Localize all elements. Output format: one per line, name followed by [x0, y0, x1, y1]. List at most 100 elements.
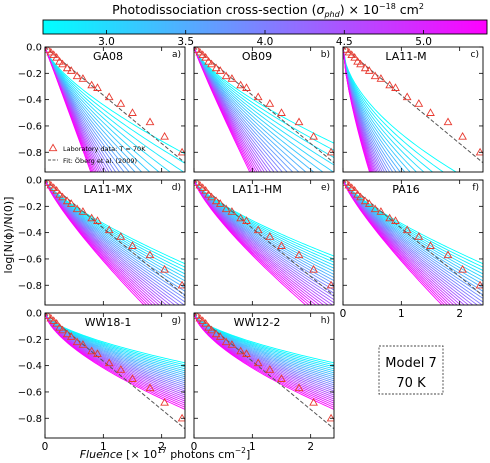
model-curve — [194, 180, 334, 260]
model-curve — [194, 313, 334, 400]
lab-data-point — [78, 74, 88, 82]
lab-data-point — [391, 83, 400, 91]
lab-data-point — [49, 183, 59, 192]
lab-data-point — [46, 47, 56, 56]
lab-data-point — [52, 186, 62, 194]
lab-data-point — [195, 180, 205, 189]
lab-data-point — [194, 47, 202, 53]
model-curve — [45, 313, 185, 400]
x-tick-label: 0 — [42, 441, 49, 453]
lab-data-point — [177, 280, 185, 289]
model-curve — [194, 47, 265, 172]
axes-frame — [44, 312, 186, 439]
lab-data-point — [207, 59, 216, 68]
model-curve — [45, 47, 101, 172]
model-curve — [194, 313, 334, 410]
panel-title: WW12-2 — [234, 316, 281, 329]
panel-tag: g) — [172, 316, 181, 326]
model-curve — [45, 313, 185, 370]
model-curve — [194, 313, 334, 364]
lab-data-point — [160, 264, 169, 273]
model-curve — [45, 47, 160, 172]
model-curve — [45, 180, 185, 289]
lab-data-point — [343, 47, 351, 53]
lab-data-point — [58, 325, 67, 334]
lab-data-point — [426, 241, 435, 249]
lab-data-point — [227, 207, 237, 215]
lab-data-point — [49, 316, 59, 325]
model-curve — [194, 180, 334, 300]
model-curve — [45, 47, 110, 172]
lab-data-point — [198, 50, 208, 59]
model-curve — [194, 313, 334, 368]
model-curve — [194, 313, 334, 380]
axes-frame — [44, 46, 186, 173]
lab-data-point — [52, 319, 62, 327]
panel-tag: h) — [321, 316, 330, 326]
lab-data-point — [265, 365, 275, 373]
model-curve — [45, 47, 185, 172]
model-curve — [343, 47, 418, 172]
lab-data-point — [55, 56, 64, 65]
model-curve — [194, 180, 334, 304]
model-curve — [45, 47, 185, 155]
lab-data-point — [201, 53, 211, 61]
lab-data-point — [350, 53, 360, 61]
lab-data-point — [104, 358, 114, 367]
lab-data-point — [66, 66, 76, 74]
colorbar-tick-label: 3.0 — [98, 36, 115, 48]
lab-data-point — [347, 183, 357, 192]
axes-frame — [44, 179, 186, 306]
y-tick-label: −0.8 — [18, 414, 42, 425]
lab-data-point — [215, 66, 225, 74]
x-tick-label: 1 — [100, 441, 107, 453]
lab-data-point — [277, 108, 286, 116]
panel-tag: a) — [172, 50, 181, 60]
model-curve — [45, 47, 113, 172]
model-curve — [194, 47, 307, 172]
lab-data-point — [72, 337, 82, 346]
lab-data-point — [160, 131, 169, 140]
lab-data-point — [443, 117, 453, 126]
model-curve — [45, 47, 121, 172]
model-curve — [343, 47, 371, 172]
x-tick-label: 2 — [456, 308, 463, 320]
model-curve — [194, 180, 334, 263]
lab-data-point — [475, 280, 483, 289]
lab-data-point — [55, 322, 64, 331]
model-curve — [194, 313, 334, 408]
model-curve — [343, 47, 411, 172]
model-curve — [343, 47, 383, 172]
lab-data-point — [198, 183, 208, 192]
lab-data-point — [128, 108, 137, 116]
panel-title: LA11-M — [385, 50, 426, 63]
model-curve — [194, 313, 334, 406]
lab-data-point — [227, 74, 237, 82]
lab-data-point — [211, 63, 221, 72]
model-curve — [194, 47, 275, 172]
y-tick-label: 0.0 — [26, 43, 42, 54]
lab-data-point — [45, 47, 53, 53]
model-curve — [45, 180, 185, 265]
y-tick-label: −0.2 — [18, 69, 42, 80]
model-curve — [45, 180, 185, 299]
panel-f: 0 1 2 PA16 f) — [340, 179, 484, 320]
lab-data-point — [360, 63, 370, 72]
model-curve — [45, 180, 176, 305]
model-curve — [194, 180, 334, 294]
model-curve — [45, 313, 185, 386]
lab-data-point — [145, 250, 155, 259]
model-curve — [343, 47, 378, 172]
model-curve — [194, 313, 334, 384]
panel-tag: d) — [172, 183, 181, 193]
lab-data-point — [49, 50, 59, 59]
lab-data-point — [211, 329, 221, 338]
model-curve — [194, 313, 334, 370]
model-curve — [45, 47, 92, 172]
colorbar-title: Photodissociation cross-section (σphd) ×… — [112, 2, 424, 19]
model-curve — [45, 180, 185, 268]
model-curve — [45, 313, 185, 398]
lab-data-point — [145, 117, 155, 126]
model-curve — [45, 47, 125, 172]
lab-data-point — [194, 180, 202, 186]
